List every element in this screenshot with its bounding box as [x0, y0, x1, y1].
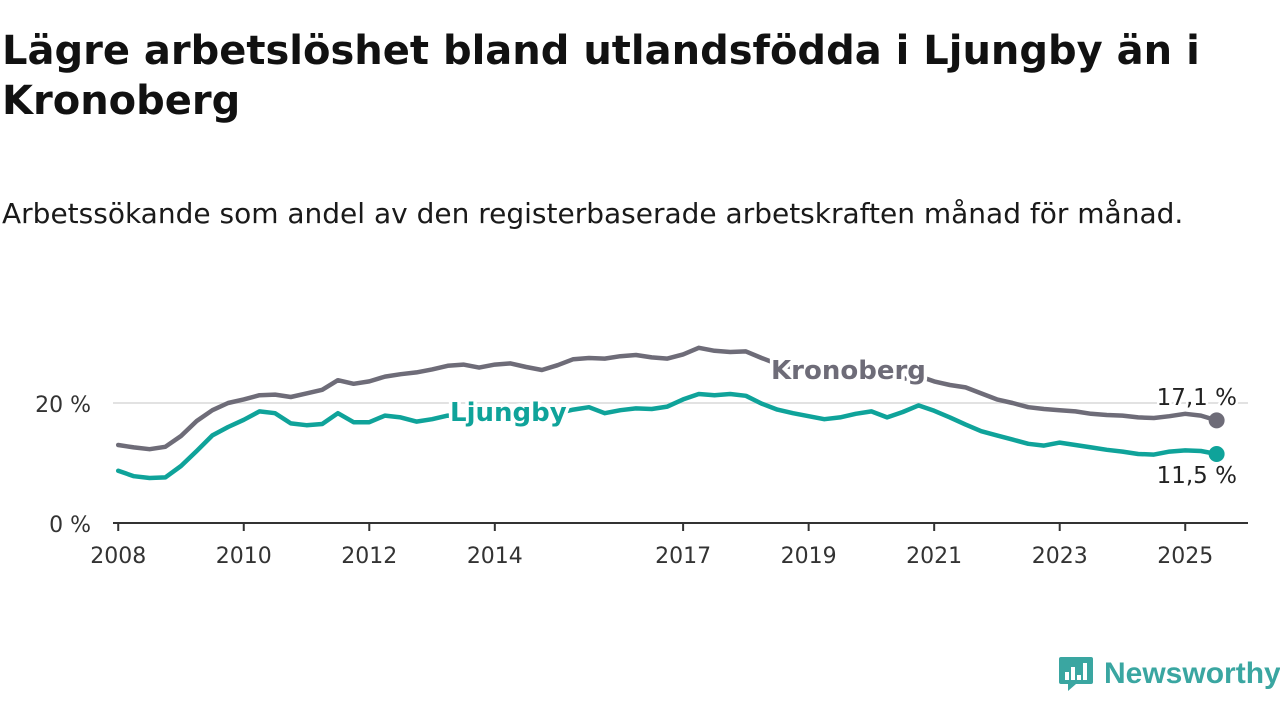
chart-subtitle: Arbetssökande som andel av den registerb…	[2, 197, 1184, 230]
brand: Newsworthy	[1058, 654, 1280, 694]
x-tick-label: 2025	[1157, 544, 1213, 569]
x-tick-label: 2014	[467, 544, 523, 569]
x-tick-label: 2008	[90, 544, 146, 569]
brand-name: Newsworthy	[1104, 657, 1280, 690]
end-value-label-kronoberg: 17,1 %	[1157, 385, 1237, 411]
series-label-ljungby: Ljungby	[450, 398, 567, 428]
x-tick-label: 2012	[341, 544, 397, 569]
chart-title: Lägre arbetslöshet bland utlandsfödda i …	[2, 28, 1200, 124]
end-point-ljungby	[1208, 446, 1225, 462]
x-tick-label: 2010	[216, 544, 272, 569]
series-label-kronoberg: Kronoberg	[771, 356, 926, 386]
line-chart: 0 % 20 % 2008 2010 2012 2014 2017 2019 2021 2023 2…	[35, 345, 1248, 569]
end-point-kronoberg	[1208, 412, 1225, 429]
y-tick-label: 0 %	[49, 513, 91, 538]
x-tick-label: 2023	[1032, 544, 1088, 569]
series-line-ljungby	[115, 391, 1219, 481]
newsworthy-logo-icon	[1059, 657, 1093, 691]
end-value-label-ljungby: 11,5 %	[1157, 463, 1237, 489]
y-tick-label: 20 %	[35, 393, 91, 418]
x-tick-label: 2019	[781, 544, 837, 569]
x-tick-label: 2017	[655, 544, 711, 569]
series-line-kronoberg	[115, 345, 1219, 452]
x-tick-label: 2021	[906, 544, 962, 569]
